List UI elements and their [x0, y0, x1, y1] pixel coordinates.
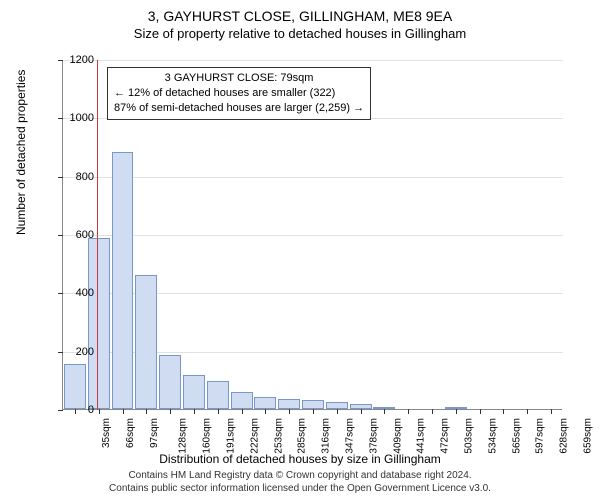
- x-tick: [313, 409, 314, 414]
- histogram-bar: [112, 152, 134, 409]
- grid-line: [63, 235, 563, 236]
- x-tick: [289, 409, 290, 414]
- x-tick-label: 534sqm: [487, 418, 498, 454]
- x-tick-label: 253sqm: [273, 418, 284, 454]
- histogram-bar: [64, 364, 86, 409]
- footer-copyright: Contains HM Land Registry data © Crown c…: [0, 470, 600, 481]
- y-tick-label: 400: [76, 287, 94, 299]
- x-tick-label: 378sqm: [368, 418, 379, 454]
- x-tick-label: 66sqm: [125, 418, 136, 448]
- x-tick-label: 659sqm: [583, 418, 594, 454]
- x-tick-label: 597sqm: [535, 418, 546, 454]
- x-tick-label: 128sqm: [178, 418, 189, 454]
- x-tick-label: 503sqm: [464, 418, 475, 454]
- x-tick-label: 97sqm: [149, 418, 160, 448]
- x-tick: [75, 409, 76, 414]
- x-axis-label: Distribution of detached houses by size …: [0, 452, 600, 466]
- x-tick-label: 222sqm: [249, 418, 260, 454]
- histogram-bar: [183, 375, 205, 409]
- histogram-bar: [326, 402, 348, 409]
- info-line-3: 87% of semi-detached houses are larger (…: [114, 101, 364, 116]
- x-tick: [146, 409, 147, 414]
- y-tick: [58, 410, 63, 411]
- y-tick: [58, 293, 63, 294]
- y-tick-label: 0: [88, 404, 94, 416]
- x-tick-label: 160sqm: [202, 418, 213, 454]
- x-tick-label: 472sqm: [440, 418, 451, 454]
- x-tick: [480, 409, 481, 414]
- histogram-bar: [135, 275, 157, 409]
- x-tick-label: 565sqm: [511, 418, 522, 454]
- x-tick: [408, 409, 409, 414]
- x-tick: [432, 409, 433, 414]
- y-tick: [58, 60, 63, 61]
- x-tick-label: 347sqm: [345, 418, 356, 454]
- histogram-bar: [207, 381, 229, 409]
- x-tick-label: 285sqm: [297, 418, 308, 454]
- y-tick: [58, 177, 63, 178]
- x-tick: [384, 409, 385, 414]
- x-tick: [123, 409, 124, 414]
- x-tick: [265, 409, 266, 414]
- histogram-bar: [278, 399, 300, 409]
- x-tick: [361, 409, 362, 414]
- histogram-bar: [159, 355, 181, 409]
- x-tick-label: 316sqm: [321, 418, 332, 454]
- info-line-1: 3 GAYHURST CLOSE: 79sqm: [114, 71, 364, 86]
- x-tick-label: 441sqm: [416, 418, 427, 454]
- x-tick: [527, 409, 528, 414]
- title-main: 3, GAYHURST CLOSE, GILLINGHAM, ME8 9EA: [0, 0, 600, 24]
- x-tick: [456, 409, 457, 414]
- x-tick-label: 409sqm: [392, 418, 403, 454]
- info-line-2: ← 12% of detached houses are smaller (32…: [114, 86, 364, 101]
- x-tick: [337, 409, 338, 414]
- footer-license: Contains public sector information licen…: [0, 483, 600, 494]
- x-tick: [551, 409, 552, 414]
- y-tick-label: 200: [76, 346, 94, 358]
- x-tick: [503, 409, 504, 414]
- info-box: 3 GAYHURST CLOSE: 79sqm← 12% of detached…: [107, 67, 371, 120]
- y-tick-label: 1200: [70, 54, 94, 66]
- x-tick: [194, 409, 195, 414]
- histogram-bar: [302, 400, 324, 409]
- histogram-bar: [254, 397, 276, 409]
- x-tick-label: 35sqm: [101, 418, 112, 448]
- y-tick-label: 800: [76, 171, 94, 183]
- y-tick-label: 1000: [70, 112, 94, 124]
- grid-line: [63, 177, 563, 178]
- x-tick: [99, 409, 100, 414]
- y-tick: [58, 235, 63, 236]
- y-tick: [58, 352, 63, 353]
- grid-line: [63, 60, 563, 61]
- y-tick: [58, 118, 63, 119]
- x-tick-label: 191sqm: [226, 418, 237, 454]
- x-tick: [242, 409, 243, 414]
- x-tick: [170, 409, 171, 414]
- y-axis-label: Number of detached properties: [14, 70, 28, 235]
- histogram-bar: [88, 238, 110, 409]
- x-tick: [218, 409, 219, 414]
- title-sub: Size of property relative to detached ho…: [0, 24, 600, 41]
- y-tick-label: 600: [76, 229, 94, 241]
- histogram-bar: [231, 392, 253, 410]
- x-tick-label: 628sqm: [559, 418, 570, 454]
- reference-line: [97, 60, 98, 410]
